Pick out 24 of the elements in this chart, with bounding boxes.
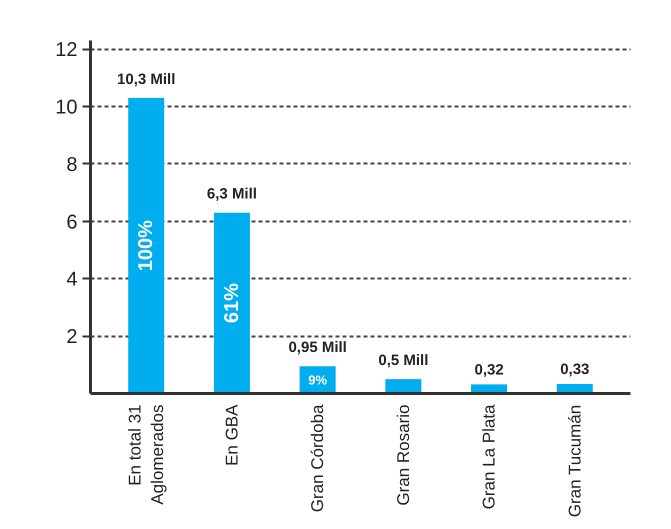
x-tick-label: Gran Tucumán bbox=[565, 404, 584, 518]
data-label: 0,33 bbox=[560, 361, 590, 378]
y-tick-label: 8 bbox=[66, 154, 78, 176]
x-tick-label: Gran Córdoba bbox=[308, 404, 328, 512]
data-label: 0,32 bbox=[474, 361, 504, 378]
y-tick-label: 12 bbox=[55, 39, 78, 62]
x-tick-label: Gran La Plata bbox=[480, 404, 499, 510]
data-label: 6,3 Mill bbox=[206, 186, 257, 203]
data-label: 10,3 Mill bbox=[117, 70, 176, 88]
bar bbox=[128, 98, 164, 394]
y-tick-label: 2 bbox=[66, 326, 78, 348]
annotation: 100% bbox=[135, 220, 158, 272]
y-tick-label: 6 bbox=[66, 211, 78, 234]
bar bbox=[214, 212, 250, 394]
x-tick-label: En GBA bbox=[222, 404, 242, 466]
annotation: 61% bbox=[220, 282, 243, 324]
bar bbox=[385, 379, 422, 394]
annotation: 9% bbox=[308, 372, 328, 388]
data-label: 0,95 Mill bbox=[288, 339, 347, 356]
x-tick-label: En total 31 Aglomerados bbox=[125, 404, 168, 505]
x-tick-label: Gran Rosario bbox=[394, 404, 413, 506]
y-tick-label: 10 bbox=[55, 96, 78, 119]
data-label: 0,5 Mill bbox=[378, 352, 428, 370]
y-tick-label: 4 bbox=[66, 268, 78, 291]
